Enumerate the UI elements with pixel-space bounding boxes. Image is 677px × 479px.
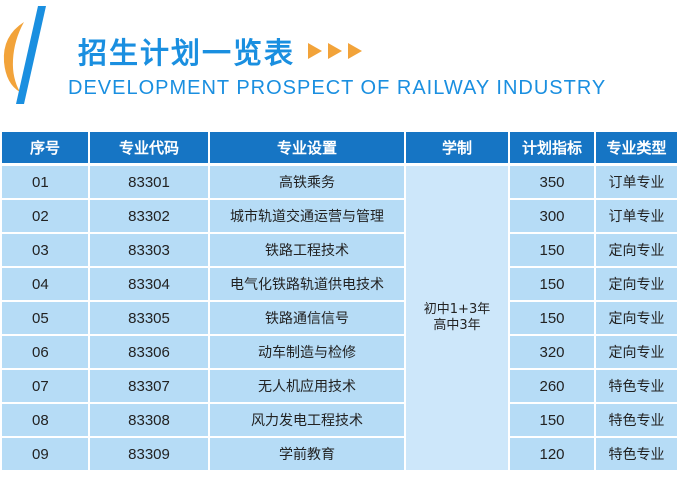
duration-line-1: 初中1+3年 — [423, 302, 491, 317]
major-type: 订单专业 — [594, 163, 677, 200]
column-header-major: 专业设置 — [208, 130, 406, 166]
row-number: 07 — [0, 368, 90, 404]
row-number: 02 — [0, 198, 90, 234]
plan-quota: 150 — [508, 266, 596, 302]
logo-slash-icon — [3, 6, 46, 104]
major-code: 83306 — [88, 334, 210, 370]
column-header-quota: 计划指标 — [508, 130, 596, 166]
table-row: 06 83306 动车制造与检修 320 定向专业 — [0, 334, 677, 370]
row-number: 05 — [0, 300, 90, 336]
major-name: 城市轨道交通运营与管理 — [208, 198, 406, 234]
major-name: 铁路通信信号 — [208, 300, 406, 336]
major-code: 83305 — [88, 300, 210, 336]
major-code: 83309 — [88, 436, 210, 472]
major-code: 83307 — [88, 368, 210, 404]
major-type: 定向专业 — [594, 266, 677, 302]
page-subtitle: DEVELOPMENT PROSPECT OF RAILWAY INDUSTRY — [68, 77, 607, 99]
major-code: 83302 — [88, 198, 210, 234]
table-row: 04 83304 电气化铁路轨道供电技术 150 定向专业 — [0, 266, 677, 302]
column-header-duration: 学制 — [404, 130, 510, 166]
table-header-row: 序号 专业代码 专业设置 学制 计划指标 专业类型 — [0, 130, 677, 166]
major-name: 铁路工程技术 — [208, 232, 406, 268]
enrollment-plan-table: 序号 专业代码 专业设置 学制 计划指标 专业类型 01 83301 高铁乘务 … — [0, 130, 677, 472]
major-code: 83304 — [88, 266, 210, 302]
major-type: 定向专业 — [594, 300, 677, 336]
major-name: 无人机应用技术 — [208, 368, 406, 404]
major-type: 特色专业 — [594, 402, 677, 438]
major-code: 83303 — [88, 232, 210, 268]
major-code: 83308 — [88, 402, 210, 438]
column-header-type: 专业类型 — [594, 130, 677, 166]
major-name: 电气化铁路轨道供电技术 — [208, 266, 406, 302]
table-row: 01 83301 高铁乘务 初中1+3年 高中3年 350 订单专业 — [0, 163, 677, 472]
major-type: 特色专业 — [594, 368, 677, 404]
table-row: 08 83308 风力发电工程技术 150 特色专业 — [0, 402, 677, 438]
plan-quota: 300 — [508, 198, 596, 234]
plan-quota: 350 — [508, 163, 596, 200]
row-number: 01 — [0, 163, 90, 200]
plan-quota: 260 — [508, 368, 596, 404]
duration-line-2: 高中3年 — [433, 318, 481, 333]
study-duration: 初中1+3年 高中3年 — [404, 163, 510, 472]
major-type: 特色专业 — [594, 436, 677, 472]
plan-quota: 320 — [508, 334, 596, 370]
table-row: 07 83307 无人机应用技术 260 特色专业 — [0, 368, 677, 404]
column-header-no: 序号 — [0, 130, 90, 166]
plan-quota: 150 — [508, 232, 596, 268]
row-number: 06 — [0, 334, 90, 370]
plan-quota: 120 — [508, 436, 596, 472]
major-code: 83301 — [88, 163, 210, 200]
major-type: 定向专业 — [594, 334, 677, 370]
major-type: 定向专业 — [594, 232, 677, 268]
plan-quota: 150 — [508, 402, 596, 438]
major-name: 学前教育 — [208, 436, 406, 472]
row-number: 09 — [0, 436, 90, 472]
major-name: 动车制造与检修 — [208, 334, 406, 370]
row-number: 08 — [0, 402, 90, 438]
page-title: 招生计划一览表 — [78, 36, 296, 70]
table-row: 09 83309 学前教育 120 特色专业 — [0, 436, 677, 472]
column-header-code: 专业代码 — [88, 130, 210, 166]
table-row: 05 83305 铁路通信信号 150 定向专业 — [0, 300, 677, 336]
major-name: 风力发电工程技术 — [208, 402, 406, 438]
major-type: 订单专业 — [594, 198, 677, 234]
plan-quota: 150 — [508, 300, 596, 336]
major-name: 高铁乘务 — [208, 163, 406, 200]
table-row: 02 83302 城市轨道交通运营与管理 300 订单专业 — [0, 198, 677, 234]
row-number: 04 — [0, 266, 90, 302]
triple-arrow-icon — [308, 43, 362, 59]
row-number: 03 — [0, 232, 90, 268]
table-row: 03 83303 铁路工程技术 150 定向专业 — [0, 232, 677, 268]
